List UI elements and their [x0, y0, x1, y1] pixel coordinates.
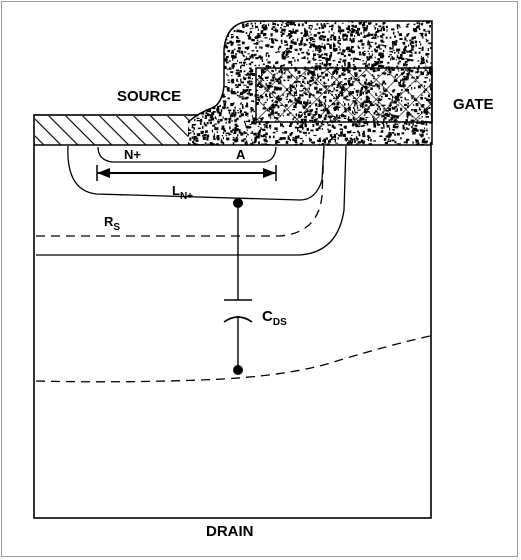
l-n-plus-label: LN+ — [172, 183, 193, 202]
depletion-boundary-lower — [35, 335, 431, 383]
n-plus-label: N+ — [124, 147, 141, 162]
n-plus-pocket-boundary — [97, 146, 277, 163]
source-metal-contact — [35, 116, 190, 145]
node-dot-bottom — [233, 365, 243, 375]
dimension-arrow-a — [96, 165, 277, 181]
gate-electrode — [255, 67, 433, 123]
p-body-well-boundary — [36, 145, 347, 256]
gate-label: GATE — [453, 96, 494, 113]
dimension-a-label: A — [236, 147, 246, 162]
cds-capacitor-symbol — [223, 198, 253, 375]
n-plus-region-boundary — [67, 145, 325, 201]
drain-label: DRAIN — [206, 523, 254, 540]
rs-label: RS — [104, 214, 120, 233]
source-label: SOURCE — [117, 88, 181, 105]
gate-oxide-outline — [187, 20, 433, 145]
die-body-outline — [33, 114, 432, 519]
cds-label: CDS — [262, 308, 287, 328]
depletion-boundary-upper — [36, 145, 325, 237]
node-dot-top — [233, 198, 243, 208]
